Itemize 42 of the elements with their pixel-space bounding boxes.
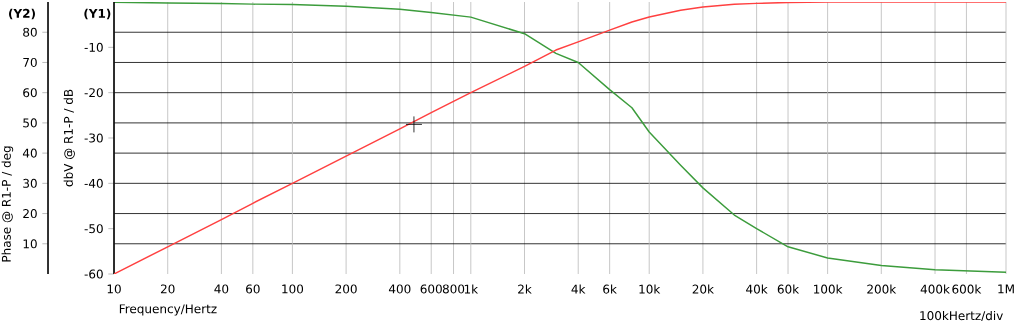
text: (Y2) <box>9 8 35 20</box>
x-tick-label: 100 <box>282 284 304 294</box>
x-tick-label: 200k <box>867 284 897 294</box>
y-tick-label: -30 <box>84 133 103 143</box>
y-tick-label: -20 <box>84 88 103 98</box>
y-tick-label: -50 <box>84 224 103 234</box>
y2-tick-label: 70 <box>23 57 37 67</box>
y2-tick-label: 10 <box>23 239 37 249</box>
x-tick-label: 40 <box>214 284 229 294</box>
x-tick-label: 20 <box>160 284 175 294</box>
x-tick-label: 400 <box>388 284 411 294</box>
y-axis-title: dbV @ R1-P / dB <box>63 89 75 187</box>
x-tick-label: 400k <box>920 284 950 294</box>
y-tick-label: -10 <box>84 42 103 52</box>
x-tick-label: 20k <box>692 284 714 294</box>
text: (Y1) <box>84 8 111 20</box>
x-tick-label: 10k <box>639 284 661 294</box>
y-tick-label: -40 <box>84 178 103 188</box>
x-tick-label: 60k <box>777 284 800 294</box>
x-tick-label: 60 <box>246 284 260 294</box>
x-tick-label: 800 <box>442 284 465 294</box>
y2-tick-label: 20 <box>23 209 37 219</box>
x-tick-label: 10 <box>107 284 121 294</box>
x-tick-label: 4k <box>571 284 586 294</box>
x-tick-label: 600 <box>420 284 442 294</box>
x-tick-label: 100k <box>814 284 843 294</box>
y-tick-label: -60 <box>84 269 103 279</box>
x-tick-label: 600k <box>952 284 982 294</box>
x-tick-label: 6k <box>603 284 617 294</box>
y2-tick-label: 50 <box>23 118 37 128</box>
x-axis-title: Frequency/Hertz <box>119 304 217 316</box>
y2-tick-label: 80 <box>23 27 37 37</box>
y2-tick-label: 40 <box>22 148 37 158</box>
x-tick-label: 40k <box>746 284 768 294</box>
y2-axis-title: Phase @ R1-P / deg <box>1 146 14 262</box>
x-tick-label: 1M <box>998 284 1014 294</box>
x-tick-label: 2k <box>518 284 532 294</box>
y2-tick-label: 60 <box>23 88 37 98</box>
x-tick-label: 200 <box>335 284 357 294</box>
y2-tick-label: 30 <box>23 178 37 188</box>
x-tick-label: 1k <box>464 284 479 294</box>
text: 100kHertz/div <box>920 310 1003 322</box>
